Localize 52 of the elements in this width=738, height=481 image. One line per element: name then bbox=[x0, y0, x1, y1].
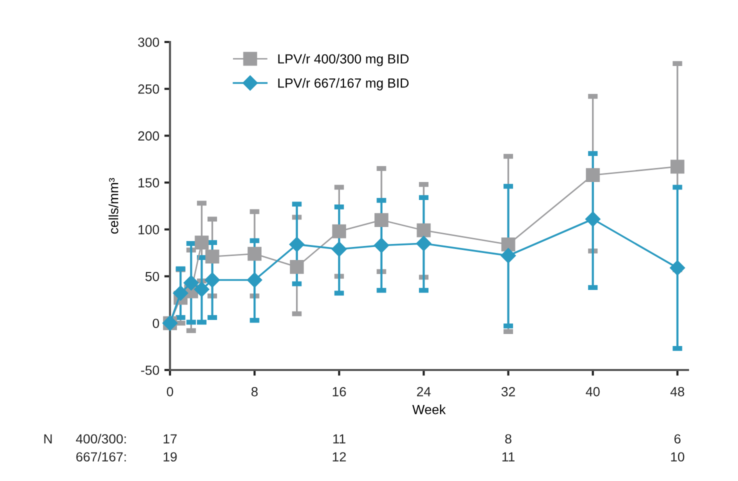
y-tick-label: 300 bbox=[138, 38, 160, 47]
y-tick-label: 200 bbox=[138, 131, 160, 141]
y-tick-label: -50 bbox=[141, 366, 160, 375]
point bbox=[374, 213, 388, 227]
text: 17 bbox=[164, 434, 177, 444]
y-tick-label: 250 bbox=[138, 84, 160, 94]
point bbox=[173, 286, 188, 301]
text: 8 bbox=[505, 434, 512, 444]
point bbox=[501, 237, 516, 252]
legend-label: LPV/r 400/300 mg BID bbox=[278, 54, 409, 66]
point bbox=[670, 160, 684, 174]
point bbox=[374, 238, 389, 253]
point bbox=[332, 242, 347, 257]
text: 19 bbox=[164, 452, 177, 462]
y-tick-label: 150 bbox=[138, 178, 160, 188]
text: 12 bbox=[332, 452, 346, 462]
point bbox=[289, 236, 304, 252]
point bbox=[247, 272, 262, 288]
y-tick-label: 0 bbox=[152, 318, 160, 328]
x-tick-label: 0 bbox=[166, 387, 174, 396]
point bbox=[500, 248, 516, 264]
point bbox=[204, 272, 220, 288]
point bbox=[670, 260, 685, 276]
text: 667/167: bbox=[76, 452, 126, 462]
text: 400/300: bbox=[76, 434, 126, 444]
text: N bbox=[44, 434, 52, 444]
y-tick-label: 50 bbox=[145, 272, 160, 282]
point bbox=[585, 212, 600, 227]
point bbox=[332, 224, 346, 238]
point bbox=[194, 282, 210, 297]
point bbox=[194, 236, 209, 250]
point bbox=[248, 246, 262, 261]
text: 6 bbox=[674, 434, 681, 444]
y-axis-title: cells/mm³ bbox=[108, 178, 118, 234]
x-tick-label: 24 bbox=[417, 387, 431, 396]
point bbox=[416, 223, 431, 238]
x-tick-label: 40 bbox=[586, 387, 600, 396]
point bbox=[205, 250, 220, 264]
x-tick-label: 48 bbox=[670, 387, 684, 396]
legend-label: LPV/r 667/167 mg BID bbox=[278, 78, 409, 90]
point bbox=[416, 236, 432, 252]
text: 11 bbox=[333, 434, 346, 444]
point bbox=[184, 275, 199, 290]
text: 10 bbox=[671, 452, 684, 462]
x-tick-label: 8 bbox=[251, 387, 258, 396]
point bbox=[586, 168, 600, 182]
text: 11 bbox=[502, 452, 514, 462]
x-tick-label: 16 bbox=[332, 387, 346, 396]
x-tick-label: 32 bbox=[501, 387, 515, 396]
y-tick-label: 100 bbox=[138, 224, 160, 234]
point bbox=[290, 260, 304, 274]
x-axis-title: Week bbox=[412, 404, 446, 414]
